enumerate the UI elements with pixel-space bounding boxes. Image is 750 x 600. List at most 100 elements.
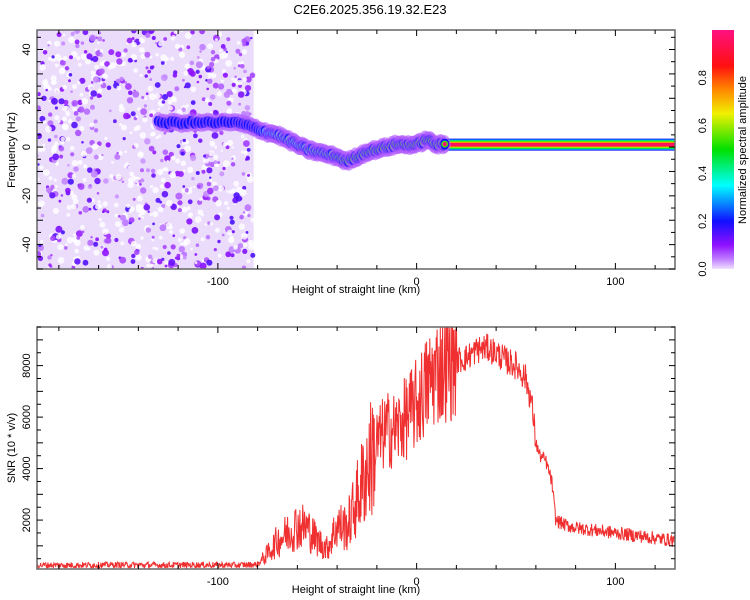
noise-blob xyxy=(215,38,218,42)
noise-blob xyxy=(77,183,85,190)
noise-blob xyxy=(90,70,95,75)
noise-blob xyxy=(76,236,80,240)
noise-blob xyxy=(90,104,95,110)
noise-blob xyxy=(155,53,159,57)
noise-blob xyxy=(63,99,69,105)
noise-blob xyxy=(166,159,169,163)
y-tick-label: 20 xyxy=(21,92,33,104)
noise-blob xyxy=(160,158,164,163)
noise-blob xyxy=(47,44,50,47)
colorbar-tick-label: 0.4 xyxy=(697,166,709,181)
noise-blob xyxy=(217,161,221,164)
noise-blob xyxy=(178,237,182,242)
noise-blob xyxy=(73,111,79,116)
noise-blob xyxy=(140,168,144,173)
noise-blob xyxy=(226,190,229,193)
noise-blob xyxy=(144,51,151,58)
noise-blob xyxy=(242,185,247,190)
noise-blob xyxy=(242,248,248,254)
noise-blob xyxy=(57,244,64,251)
noise-blob xyxy=(190,100,196,105)
noise-blob xyxy=(102,73,108,80)
noise-blob xyxy=(170,244,176,250)
noise-blob xyxy=(100,81,103,85)
noise-blob xyxy=(141,216,145,219)
noise-blob xyxy=(138,37,144,43)
noise-blob xyxy=(171,96,177,102)
y-tick-label: 4000 xyxy=(21,456,33,480)
noise-blob xyxy=(67,118,73,124)
noise-blob xyxy=(139,132,146,139)
noise-blob xyxy=(102,249,109,257)
noise-blob xyxy=(75,129,82,137)
noise-blob xyxy=(162,167,167,172)
noise-blob xyxy=(95,237,99,242)
noise-blob xyxy=(225,50,228,54)
noise-blob xyxy=(167,99,173,105)
noise-blob xyxy=(114,237,119,243)
noise-blob xyxy=(234,75,237,78)
noise-blob xyxy=(213,248,217,252)
noise-blob xyxy=(184,32,192,39)
noise-blob xyxy=(231,77,235,81)
noise-blob xyxy=(240,64,245,69)
noise-blob xyxy=(173,30,178,35)
noise-blob xyxy=(116,151,119,155)
noise-blob xyxy=(58,145,65,152)
noise-blob xyxy=(178,246,185,253)
noise-region xyxy=(37,30,256,269)
ridge-peak xyxy=(442,142,447,147)
noise-blob xyxy=(77,62,82,67)
noise-blob xyxy=(138,217,141,220)
noise-blob xyxy=(62,33,66,37)
noise-blob xyxy=(233,180,240,187)
noise-blob xyxy=(206,65,211,70)
noise-blob xyxy=(82,30,89,36)
noise-blob xyxy=(78,106,85,113)
noise-blob xyxy=(222,166,226,171)
noise-blob xyxy=(201,169,206,174)
noise-blob xyxy=(172,174,176,178)
noise-blob xyxy=(48,176,53,181)
noise-blob xyxy=(96,192,100,195)
noise-blob xyxy=(71,194,78,200)
noise-blob xyxy=(190,154,197,162)
noise-blob xyxy=(47,120,54,127)
noise-blob xyxy=(140,236,144,240)
snr-series-line xyxy=(37,327,675,569)
noise-blob xyxy=(106,256,111,261)
noise-blob xyxy=(172,73,178,78)
noise-blob xyxy=(42,50,48,55)
noise-blob xyxy=(66,204,72,210)
noise-blob xyxy=(226,206,231,210)
noise-blob xyxy=(196,80,200,84)
noise-blob xyxy=(55,225,63,233)
noise-blob xyxy=(116,58,123,65)
noise-blob xyxy=(40,213,45,218)
noise-blob xyxy=(182,255,187,260)
noise-blob xyxy=(54,115,60,121)
noise-blob xyxy=(177,171,184,177)
noise-blob xyxy=(184,82,191,89)
noise-blob xyxy=(183,70,189,76)
noise-blob xyxy=(68,36,75,44)
noise-blob xyxy=(239,214,244,220)
noise-blob xyxy=(102,39,105,42)
noise-blob xyxy=(132,90,140,98)
noise-blob xyxy=(235,195,242,202)
noise-blob xyxy=(225,59,233,67)
noise-blob xyxy=(39,165,44,170)
y-tick-label: 8000 xyxy=(21,353,33,377)
noise-blob xyxy=(245,231,249,234)
noise-blob xyxy=(57,120,61,123)
noise-blob xyxy=(41,64,45,67)
noise-blob xyxy=(56,32,62,38)
noise-blob xyxy=(191,176,195,181)
noise-blob xyxy=(67,163,70,167)
noise-blob xyxy=(240,61,244,65)
noise-blob xyxy=(237,91,245,98)
noise-blob xyxy=(158,235,163,240)
noise-blob xyxy=(123,48,128,53)
noise-blob xyxy=(199,30,205,35)
noise-blob xyxy=(151,35,156,41)
